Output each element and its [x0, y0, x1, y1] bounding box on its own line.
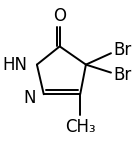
Text: Br: Br [113, 66, 131, 84]
Text: O: O [53, 7, 66, 25]
Text: CH₃: CH₃ [65, 118, 96, 136]
Text: N: N [23, 89, 36, 107]
Text: Br: Br [113, 41, 131, 59]
Text: HN: HN [3, 56, 28, 74]
